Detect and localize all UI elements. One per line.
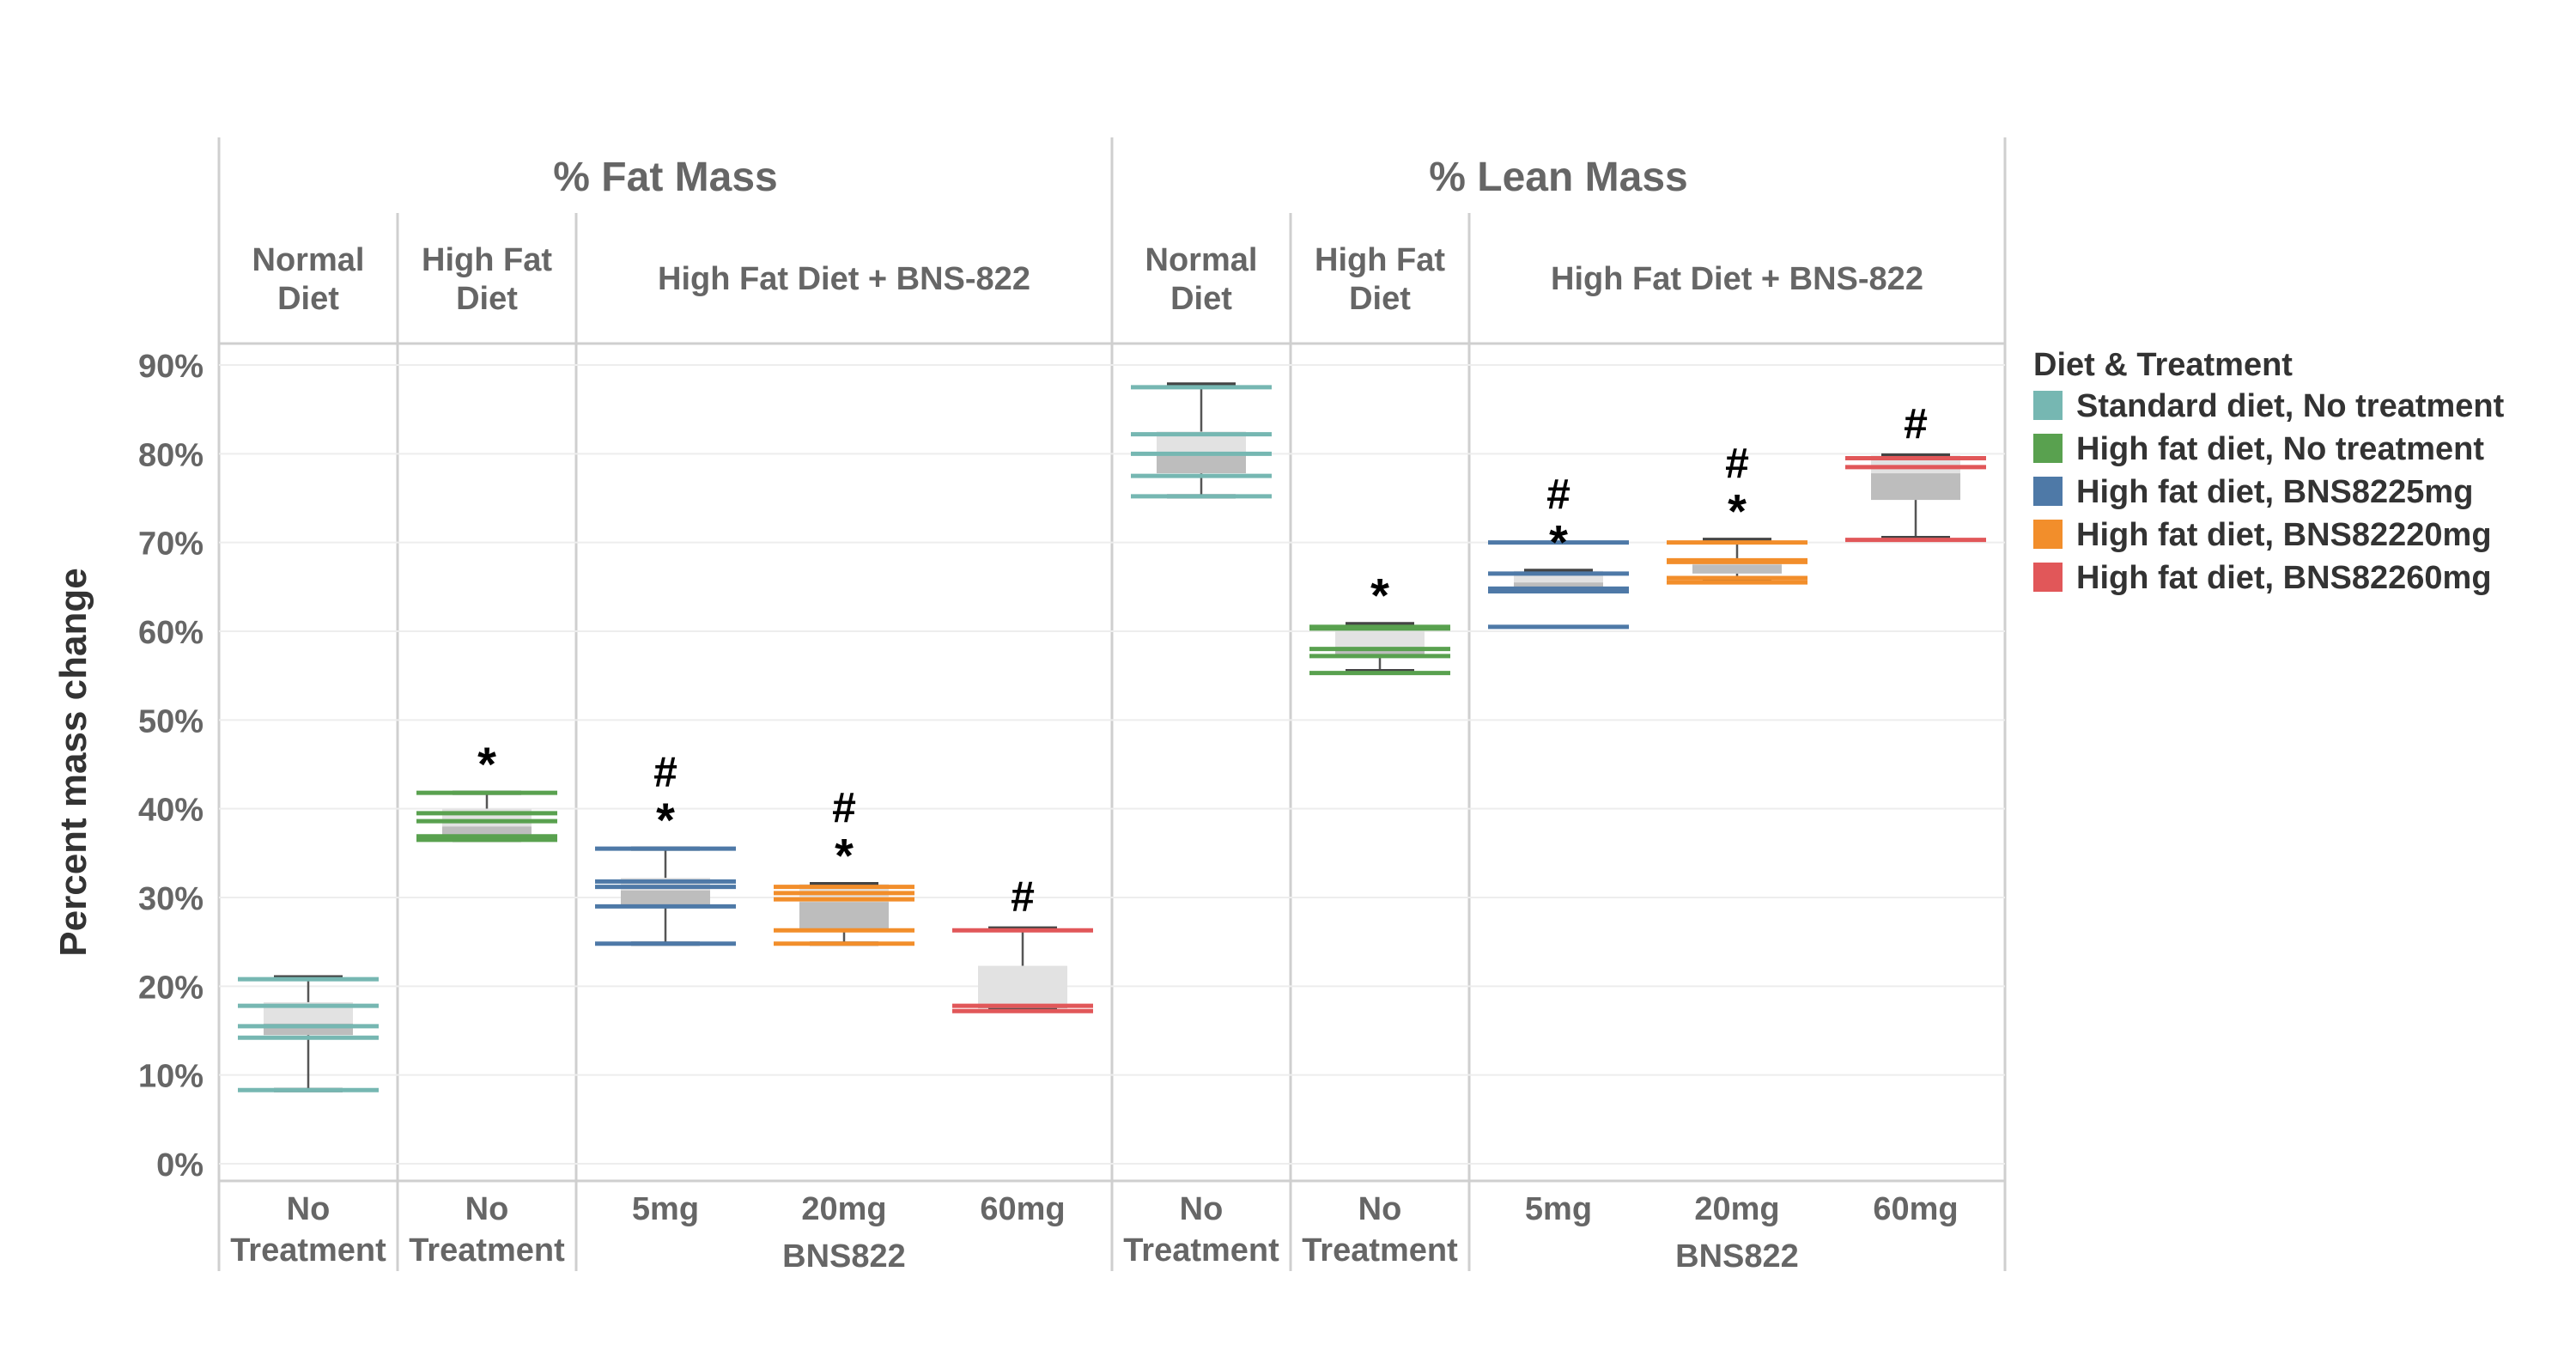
box-lower bbox=[1157, 453, 1246, 474]
y-tick-label: 60% bbox=[138, 615, 204, 651]
x-tick-label: 20mg bbox=[1694, 1191, 1779, 1227]
significance-star: * bbox=[1549, 515, 1568, 569]
box-lower bbox=[1871, 473, 1960, 501]
x-tick-label: No bbox=[287, 1191, 331, 1227]
x-tick-label: 60mg bbox=[980, 1191, 1065, 1227]
group-label: Diet bbox=[277, 281, 339, 317]
legend-label: Standard diet, No treatment bbox=[2076, 388, 2505, 424]
legend-label: High fat diet, BNS82220mg bbox=[2076, 517, 2492, 553]
legend: Diet & Treatment Standard diet, No treatm… bbox=[2033, 347, 2505, 596]
box-upper bbox=[978, 965, 1067, 1007]
significance-hash: # bbox=[1725, 440, 1749, 488]
y-tick-label: 30% bbox=[138, 881, 204, 917]
legend-swatch bbox=[2033, 434, 2063, 463]
box-group: *# bbox=[595, 748, 736, 946]
x-tick-label: Treatment bbox=[409, 1232, 565, 1269]
box-group bbox=[238, 975, 379, 1092]
box-group: * bbox=[416, 737, 557, 843]
significance-hash: # bbox=[832, 784, 856, 832]
group-label: Normal bbox=[252, 242, 365, 278]
x-axis-labels: No Treatment No Treatment 5mg 20mg 60mg BNS822 N… bbox=[230, 1191, 1958, 1275]
y-tick-label: 10% bbox=[138, 1059, 204, 1095]
box-group: *# bbox=[1667, 440, 1807, 585]
significance-star: * bbox=[835, 829, 854, 883]
x-tick-label: No bbox=[465, 1191, 509, 1227]
panel-title: % Fat Mass bbox=[553, 155, 777, 200]
y-axis: 0% 10% 20% 30% 40% 50% 60% 70% 80% 90% Percent mas… bbox=[52, 349, 204, 1183]
x-tick-label: 60mg bbox=[1873, 1191, 1958, 1227]
group-label: High Fat bbox=[422, 242, 552, 278]
y-tick-label: 70% bbox=[138, 526, 204, 563]
y-tick-label: 90% bbox=[138, 349, 204, 385]
box-lower bbox=[1514, 582, 1603, 589]
legend-item: High fat diet, BNS8225mg bbox=[2033, 474, 2473, 510]
group-label: High Fat bbox=[1315, 242, 1445, 278]
significance-hash: # bbox=[1546, 471, 1571, 519]
significance-star: * bbox=[1728, 484, 1747, 538]
box-group: # bbox=[952, 873, 1093, 1013]
box-lower bbox=[1692, 564, 1782, 574]
box-lower bbox=[799, 902, 889, 929]
gridlines bbox=[219, 364, 2005, 1165]
group-label: Diet bbox=[1349, 281, 1411, 317]
x-group-sublabel: BNS822 bbox=[1675, 1238, 1799, 1275]
group-label: High Fat Diet + BNS-822 bbox=[1551, 261, 1923, 297]
x-tick-label: Treatment bbox=[1123, 1232, 1279, 1269]
panel-title: % Lean Mass bbox=[1429, 155, 1687, 200]
box-marks: **#*##**# *## bbox=[238, 382, 1986, 1092]
y-tick-label: 40% bbox=[138, 793, 204, 829]
legend-label: High fat diet, BNS8225mg bbox=[2076, 474, 2473, 510]
legend-label: High fat diet, BNS82260mg bbox=[2076, 560, 2492, 596]
box-group: # bbox=[1845, 399, 1986, 543]
box-group: *# bbox=[774, 784, 914, 946]
x-tick-label: Treatment bbox=[1302, 1232, 1458, 1269]
legend-swatch bbox=[2033, 563, 2063, 592]
box-group bbox=[1131, 382, 1272, 499]
y-tick-label: 80% bbox=[138, 437, 204, 473]
x-tick-label: 20mg bbox=[801, 1191, 886, 1227]
box-lower bbox=[621, 890, 710, 905]
x-tick-label: No bbox=[1180, 1191, 1224, 1227]
legend-label: High fat diet, No treatment bbox=[2076, 431, 2484, 467]
x-tick-label: Treatment bbox=[230, 1232, 386, 1269]
x-group-sublabel: BNS822 bbox=[782, 1238, 906, 1275]
x-tick-label: 5mg bbox=[632, 1191, 699, 1227]
legend-item: Standard diet, No treatment bbox=[2033, 388, 2505, 424]
x-tick-label: 5mg bbox=[1525, 1191, 1592, 1227]
significance-star: * bbox=[1370, 569, 1389, 623]
legend-item: High fat diet, BNS82220mg bbox=[2033, 517, 2492, 553]
legend-swatch bbox=[2033, 520, 2063, 549]
group-label: Diet bbox=[1170, 281, 1232, 317]
group-label: Normal bbox=[1145, 242, 1258, 278]
box-lower bbox=[1335, 648, 1425, 658]
y-tick-label: 50% bbox=[138, 703, 204, 739]
box-group: * bbox=[1309, 569, 1450, 676]
significance-hash: # bbox=[653, 748, 677, 796]
legend-item: High fat diet, No treatment bbox=[2033, 431, 2484, 467]
legend-title: Diet & Treatment bbox=[2033, 347, 2293, 383]
legend-swatch bbox=[2033, 391, 2063, 420]
box-group: *# bbox=[1488, 471, 1629, 630]
significance-star: * bbox=[477, 737, 496, 791]
y-axis-title: Percent mass change bbox=[52, 568, 94, 956]
legend-swatch bbox=[2033, 477, 2063, 506]
x-tick-label: No bbox=[1358, 1191, 1402, 1227]
significance-hash: # bbox=[1011, 873, 1035, 921]
legend-item: High fat diet, BNS82260mg bbox=[2033, 560, 2492, 596]
group-label: High Fat Diet + BNS-822 bbox=[658, 261, 1030, 297]
y-tick-label: 0% bbox=[156, 1147, 204, 1183]
chart-frame bbox=[217, 137, 2007, 1271]
group-label: Diet bbox=[456, 281, 518, 317]
significance-star: * bbox=[656, 793, 675, 847]
y-tick-label: 20% bbox=[138, 970, 204, 1006]
significance-hash: # bbox=[1904, 399, 1928, 447]
